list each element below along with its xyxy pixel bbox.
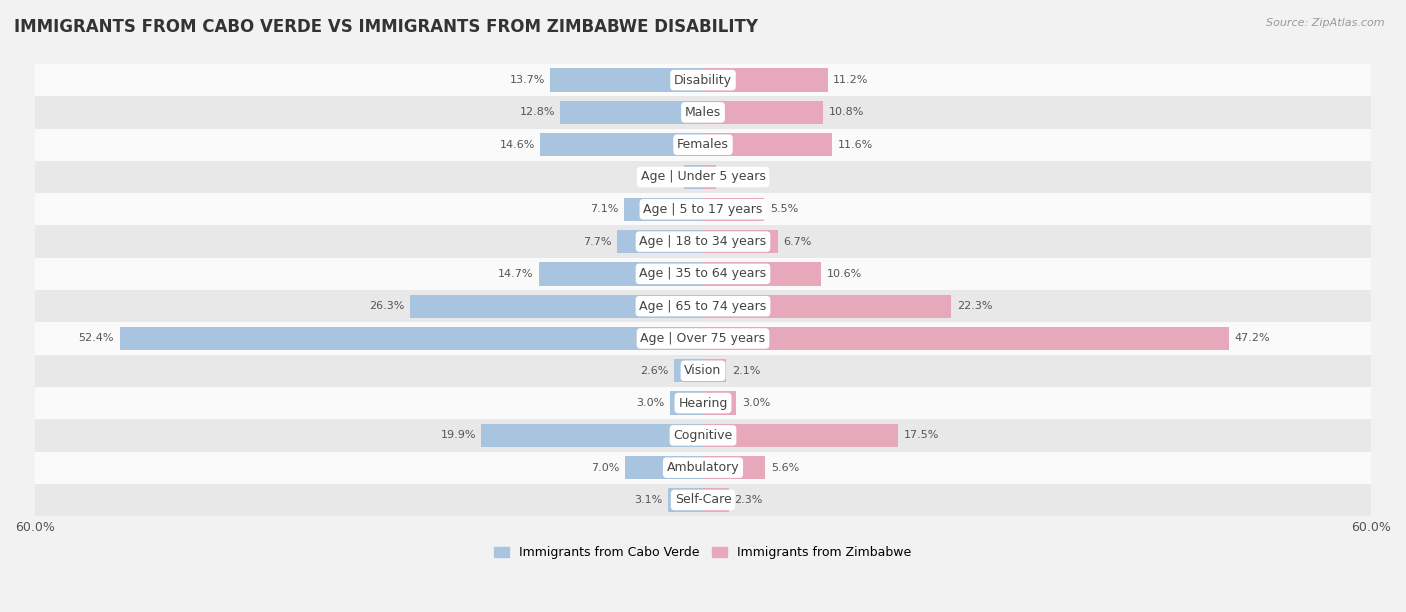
Text: 7.1%: 7.1% (591, 204, 619, 214)
Bar (35, 452, 1371, 484)
Text: 1.2%: 1.2% (721, 172, 751, 182)
Text: 14.7%: 14.7% (498, 269, 534, 279)
Bar (703, 263, 821, 286)
Text: 12.8%: 12.8% (519, 107, 555, 118)
Text: Ambulatory: Ambulatory (666, 461, 740, 474)
Bar (35, 323, 1371, 354)
Text: 19.9%: 19.9% (440, 430, 475, 441)
Text: 11.6%: 11.6% (838, 140, 873, 150)
Text: 3.0%: 3.0% (636, 398, 664, 408)
Bar (703, 101, 824, 124)
Bar (35, 354, 1371, 387)
Text: Self-Care: Self-Care (675, 493, 731, 507)
Bar (35, 225, 1371, 258)
Bar (35, 161, 1371, 193)
Bar (35, 96, 1371, 129)
Text: Males: Males (685, 106, 721, 119)
Bar (481, 424, 703, 447)
Bar (540, 263, 703, 286)
Bar (685, 165, 703, 188)
Bar (668, 488, 703, 512)
Text: 1.7%: 1.7% (650, 172, 679, 182)
Bar (703, 69, 828, 92)
Bar (35, 193, 1371, 225)
Bar (35, 258, 1371, 290)
Text: 6.7%: 6.7% (783, 237, 811, 247)
Text: 11.2%: 11.2% (834, 75, 869, 85)
Bar (35, 484, 1371, 516)
Bar (703, 392, 737, 415)
Text: Age | 18 to 34 years: Age | 18 to 34 years (640, 235, 766, 248)
Legend: Immigrants from Cabo Verde, Immigrants from Zimbabwe: Immigrants from Cabo Verde, Immigrants f… (489, 541, 917, 564)
Bar (617, 230, 703, 253)
Bar (35, 64, 1371, 96)
Text: 7.7%: 7.7% (583, 237, 612, 247)
Bar (561, 101, 703, 124)
Text: 17.5%: 17.5% (904, 430, 939, 441)
Bar (35, 387, 1371, 419)
Text: Females: Females (678, 138, 728, 151)
Text: 22.3%: 22.3% (957, 301, 993, 311)
Text: 2.1%: 2.1% (733, 366, 761, 376)
Bar (703, 165, 717, 188)
Text: 14.6%: 14.6% (499, 140, 534, 150)
Text: 52.4%: 52.4% (79, 334, 114, 343)
Text: Cognitive: Cognitive (673, 429, 733, 442)
Text: 13.7%: 13.7% (509, 75, 546, 85)
Bar (35, 419, 1371, 452)
Text: 2.3%: 2.3% (734, 495, 762, 505)
Text: IMMIGRANTS FROM CABO VERDE VS IMMIGRANTS FROM ZIMBABWE DISABILITY: IMMIGRANTS FROM CABO VERDE VS IMMIGRANTS… (14, 18, 758, 36)
Text: 26.3%: 26.3% (370, 301, 405, 311)
Text: Age | Under 5 years: Age | Under 5 years (641, 171, 765, 184)
Bar (35, 290, 1371, 323)
Bar (624, 198, 703, 221)
Bar (626, 456, 703, 479)
Bar (673, 359, 703, 382)
Bar (703, 456, 765, 479)
Bar (703, 230, 778, 253)
Text: 10.8%: 10.8% (828, 107, 865, 118)
Bar (703, 133, 832, 156)
Text: 7.0%: 7.0% (591, 463, 620, 472)
Text: Age | 65 to 74 years: Age | 65 to 74 years (640, 300, 766, 313)
Bar (35, 129, 1371, 161)
Text: Age | Over 75 years: Age | Over 75 years (641, 332, 765, 345)
Bar (703, 294, 952, 318)
Bar (411, 294, 703, 318)
Text: 5.6%: 5.6% (770, 463, 799, 472)
Text: Age | 35 to 64 years: Age | 35 to 64 years (640, 267, 766, 280)
Bar (669, 392, 703, 415)
Text: 2.6%: 2.6% (640, 366, 668, 376)
Text: Vision: Vision (685, 364, 721, 377)
Text: Disability: Disability (673, 73, 733, 87)
Text: Age | 5 to 17 years: Age | 5 to 17 years (644, 203, 762, 216)
Text: 10.6%: 10.6% (827, 269, 862, 279)
Text: 47.2%: 47.2% (1234, 334, 1270, 343)
Text: Source: ZipAtlas.com: Source: ZipAtlas.com (1267, 18, 1385, 28)
Bar (703, 488, 728, 512)
Bar (540, 133, 703, 156)
Bar (551, 69, 703, 92)
Bar (703, 198, 765, 221)
Bar (120, 327, 703, 350)
Text: 3.0%: 3.0% (742, 398, 770, 408)
Text: 3.1%: 3.1% (634, 495, 662, 505)
Text: Hearing: Hearing (678, 397, 728, 409)
Bar (703, 424, 898, 447)
Bar (703, 359, 727, 382)
Bar (703, 327, 1229, 350)
Text: 5.5%: 5.5% (770, 204, 799, 214)
